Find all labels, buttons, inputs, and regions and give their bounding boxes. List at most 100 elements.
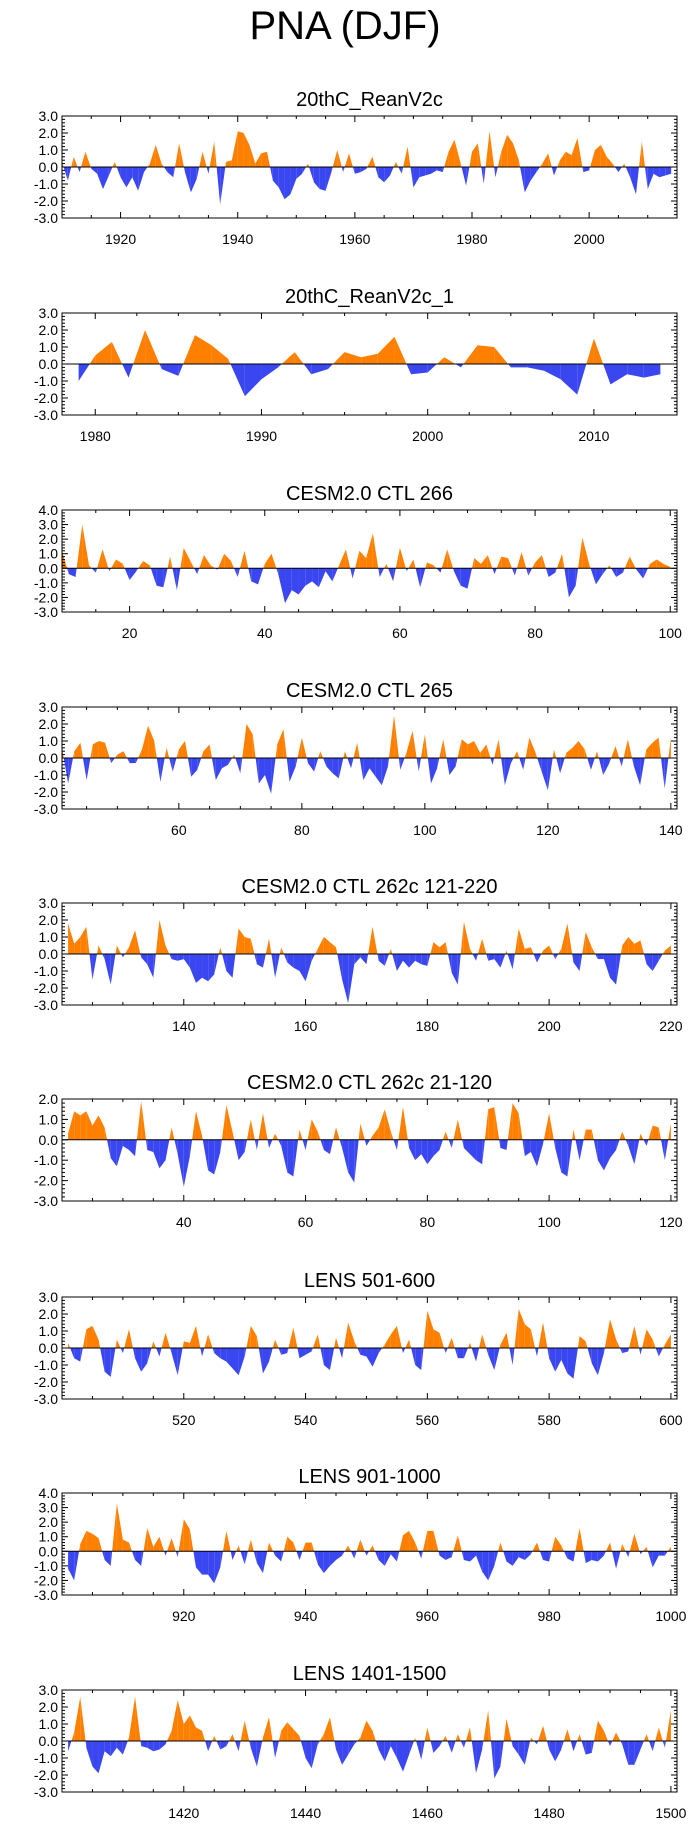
area-segment [517,751,520,758]
area-segment [591,1741,594,1753]
area-segment [524,1324,531,1348]
area-segment [523,758,526,770]
area-segment [343,1322,349,1348]
area-segment [390,167,394,176]
area-segment [407,146,411,167]
area-segment [354,1139,359,1183]
area-segment [356,1539,361,1552]
area-segment [664,1741,666,1748]
area-segment [578,537,583,569]
area-segment [360,1539,365,1552]
area-segment [311,1741,318,1769]
x-tick-label: 580 [537,1412,561,1428]
area-segment [128,930,136,954]
area-segment [271,553,277,569]
area-segment [415,1542,419,1552]
area-segment [275,954,280,978]
area-segment [323,1551,330,1574]
area-segment [494,954,501,968]
area-segment [535,752,538,758]
chart-panel-7: LENS 501-600 -3.0-2.0-1.00.01.02.03.0 520 5… [34,1270,683,1428]
area-segment [291,568,299,595]
area-segment [647,167,654,190]
area-segment [262,1737,263,1741]
area-segment [348,1139,355,1183]
area-segment [506,1551,513,1566]
area-segment [353,742,358,758]
area-segment [579,954,583,971]
area-segment [498,739,502,758]
area-segment [112,161,115,167]
area-segment [447,1741,452,1753]
area-segment [177,954,184,961]
area-segment [354,1551,357,1559]
area-segment [634,940,641,954]
area-segment [524,947,531,954]
area-segment [153,1741,160,1752]
area-segment [361,353,378,364]
area-segment [476,1139,483,1165]
area-segment [336,1551,343,1561]
area-segment [246,1119,251,1140]
area-segment [319,167,326,191]
area-segment [190,561,195,569]
area-segment [457,1734,461,1741]
area-segment [514,1308,519,1348]
area-segment [472,558,475,569]
area-segment [205,1741,209,1752]
area-segment [206,167,209,174]
area-segment [92,954,98,980]
area-segment [561,1139,568,1177]
area-segment [488,1107,495,1140]
area-segment [463,1348,468,1359]
area-segment [149,144,156,167]
area-segment [357,742,360,758]
area-segment [461,1551,464,1561]
area-segment [311,364,328,375]
area-segment [573,1129,576,1140]
area-segment [183,167,185,173]
area-segment [220,167,226,205]
area-segment [160,758,165,782]
x-tick-label: 520 [172,1412,196,1428]
x-tick-label: 80 [527,625,543,641]
y-tick-label: -1.0 [34,1750,58,1766]
area-segment [640,940,644,954]
area-segment [609,565,612,569]
area-segment [403,146,408,167]
y-tick-label: 1.0 [39,733,59,749]
area-segment [415,954,422,965]
area-segment [421,1139,428,1165]
area-segment [514,928,519,954]
area-segment [138,561,144,569]
area-segment [378,568,380,578]
area-segment [364,1551,367,1556]
area-segment [369,1545,373,1552]
area-segment [441,549,448,569]
area-segment [293,1729,300,1741]
area-segment [652,1339,656,1348]
area-segment [530,947,534,954]
area-segment [314,758,319,772]
area-segment [461,167,467,186]
area-segment [262,1113,268,1140]
area-segment [406,568,409,572]
area-segment [461,739,468,758]
y-tick-label: -1.0 [34,373,58,389]
area-segment [226,160,232,167]
area-segment [490,758,493,765]
area-segment [336,947,338,954]
area-segment [658,1551,665,1556]
area-segment [295,758,298,767]
area-segment [399,1535,403,1552]
area-segment [533,1741,537,1745]
area-segment [436,167,443,173]
area-segment [422,1530,428,1552]
area-segment [178,741,185,758]
area-segment [640,758,645,786]
area-segment [378,1109,385,1140]
area-segment [409,1741,414,1755]
area-segment [572,954,574,963]
area-segment [646,1139,649,1146]
area-segment [606,156,613,167]
